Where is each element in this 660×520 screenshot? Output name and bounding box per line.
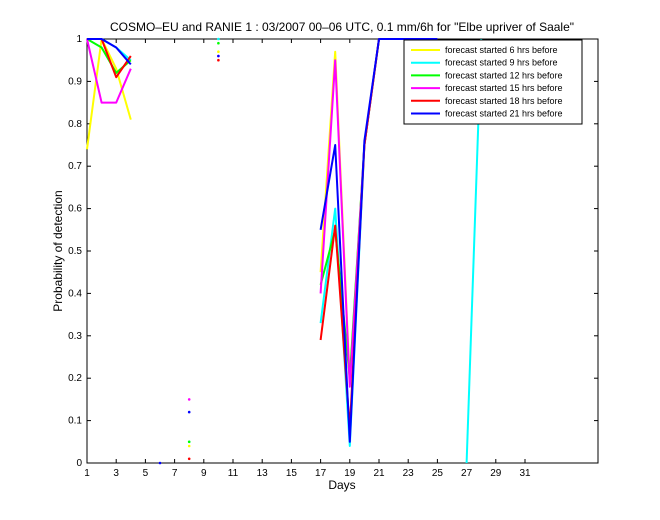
series-6 <box>87 38 438 465</box>
legend-entry: forecast started 15 hrs before <box>445 83 563 93</box>
data-point <box>187 410 191 414</box>
series-line <box>87 38 132 66</box>
x-tick-label: 23 <box>403 468 415 479</box>
y-tick-label: 0.1 <box>68 416 82 427</box>
x-tick-label: 27 <box>461 468 473 479</box>
x-tick-label: 3 <box>113 468 119 479</box>
data-point <box>158 461 162 465</box>
x-tick-label: 5 <box>143 468 149 479</box>
x-tick-label: 25 <box>432 468 444 479</box>
y-tick-label: 1 <box>76 34 82 45</box>
y-tick-label: 0.3 <box>68 331 82 342</box>
legend-entry: forecast started 21 hrs before <box>445 109 563 119</box>
legend-entry: forecast started 18 hrs before <box>445 96 563 106</box>
data-point <box>217 41 220 45</box>
series-line <box>86 38 132 150</box>
x-tick-label: 1 <box>84 468 90 479</box>
y-tick-label: 0.9 <box>68 76 82 87</box>
y-axis-label: Probability of detection <box>51 190 65 311</box>
legend-entry: forecast started 12 hrs before <box>445 70 563 80</box>
x-axis-label: Days <box>328 478 355 492</box>
data-point <box>217 54 220 58</box>
x-axis: 1 3 5 7 9 11 13 15 17 19 21 23 25 27 29 31 <box>84 39 531 479</box>
x-tick-label: 11 <box>228 468 239 479</box>
series-line <box>319 38 438 443</box>
y-tick-label: 0.7 <box>68 161 82 172</box>
x-tick-label: 7 <box>172 468 178 479</box>
data-point <box>187 398 191 401</box>
x-tick-label: 31 <box>519 468 531 479</box>
data-point <box>217 58 220 62</box>
data-point <box>187 444 191 448</box>
legend-entry: forecast started 6 hrs before <box>445 45 558 55</box>
legend-entry: forecast started 9 hrs before <box>445 58 558 68</box>
y-tick-label: 0 <box>76 458 82 469</box>
x-tick-label: 29 <box>490 468 502 479</box>
series-line <box>86 38 132 104</box>
legend: forecast started 6 hrs before forecast st… <box>403 39 583 125</box>
legend-box <box>403 39 583 125</box>
data-point <box>217 50 220 53</box>
x-tick-label: 17 <box>315 468 327 479</box>
x-tick-label: 13 <box>257 468 269 479</box>
x-tick-label: 9 <box>201 468 207 479</box>
y-tick-label: 0.2 <box>68 373 82 384</box>
x-tick-label: 21 <box>373 468 385 479</box>
data-point <box>187 457 191 461</box>
y-tick-label: 0.6 <box>68 204 82 215</box>
y-axis: 0 0.1 0.2 0.3 0.4 0.5 0.6 0.7 0.8 0.9 1 <box>68 34 598 469</box>
data-point <box>187 440 191 444</box>
x-tick-label: 15 <box>286 468 298 479</box>
x-tick-label: 19 <box>344 468 356 479</box>
data-point <box>217 37 220 41</box>
y-tick-label: 0.5 <box>68 246 82 257</box>
chart-title: COSMO–EU and RANIE 1 : 03/2007 00–06 UTC… <box>110 20 574 34</box>
y-tick-label: 0.4 <box>68 288 82 299</box>
y-tick-label: 0.8 <box>68 119 82 130</box>
